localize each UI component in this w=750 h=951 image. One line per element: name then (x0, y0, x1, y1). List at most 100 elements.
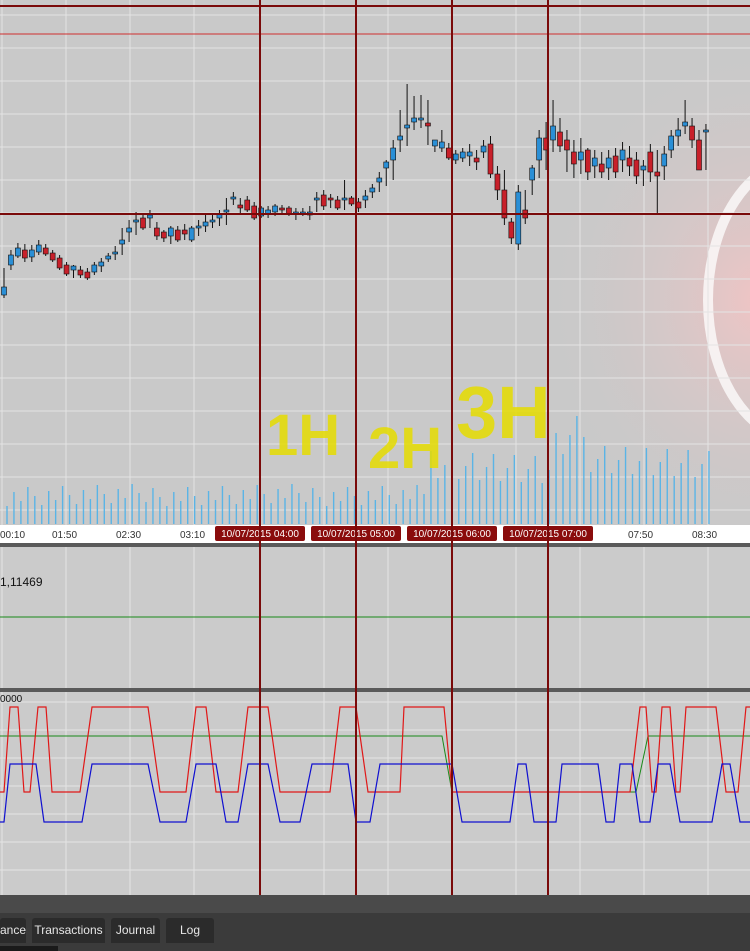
cursor-time-label: 10/07/2015 05:00 (311, 526, 401, 541)
tab-journal[interactable]: Journal (111, 918, 160, 943)
candle-body (466, 151, 473, 157)
candle-body (459, 151, 466, 159)
candle-body (223, 209, 230, 213)
candle-body (640, 165, 647, 171)
cursor-label-text: 10/07/2015 06:00 (413, 529, 491, 540)
candle-body (119, 239, 125, 245)
candle-body (571, 151, 577, 165)
time-tick-label: 02:30 (116, 530, 141, 541)
candle-body (216, 213, 223, 219)
cursor-time-label: 10/07/2015 06:00 (407, 526, 497, 541)
candle-body (112, 251, 118, 255)
price-chart-svg: 00:10 01:50 02:30 03:10 07:50 08:30 1H 2H 3H 10/0… (0, 0, 750, 560)
candle-body (543, 137, 549, 151)
tab-log[interactable]: Log (166, 918, 214, 943)
candle-body (272, 205, 278, 213)
candle-body (397, 135, 403, 141)
candle-body (334, 199, 341, 209)
candle-body (425, 122, 431, 127)
candle-body (584, 149, 591, 173)
chart-area[interactable]: 00:10 01:50 02:30 03:10 07:50 08:30 1H 2H 3H 10/0… (0, 0, 750, 895)
candle-body (619, 149, 626, 161)
candle-body (661, 153, 668, 167)
pane-separator[interactable] (0, 688, 750, 692)
cursor-time-label: 10/07/2015 07:00 (503, 526, 593, 541)
candle-body (1, 286, 7, 296)
price-chart-pane[interactable]: 00:10 01:50 02:30 03:10 07:50 08:30 1H 2H 3H 10/0… (0, 0, 750, 560)
candle-body (300, 211, 306, 215)
candle-body (494, 173, 501, 191)
candle-body (536, 137, 542, 161)
candle-body (675, 129, 681, 137)
candle-body (313, 197, 320, 201)
indicator-pane-2[interactable]: 0000 (0, 692, 750, 895)
candle-body (147, 214, 153, 219)
timeframe-annotation: 1H (266, 403, 340, 468)
candle-body (56, 257, 63, 269)
candle-body (682, 121, 688, 127)
candle-body (612, 155, 619, 173)
candle-body (605, 157, 612, 169)
candle-body (320, 194, 327, 207)
candle-body (411, 117, 417, 123)
candle-body (591, 157, 598, 167)
cursor-label-text: 10/07/2015 07:00 (509, 529, 587, 540)
candle-body (133, 219, 139, 223)
candle-body (362, 195, 369, 201)
candle-body (473, 157, 480, 163)
candle-body (15, 247, 21, 257)
candle-body (633, 159, 640, 177)
candle-body (188, 227, 195, 241)
candle-body (689, 125, 695, 141)
candle-body (209, 219, 216, 223)
indicator-1-value: 1,11469 (0, 575, 43, 589)
background-glow (540, 40, 750, 560)
candle-body (49, 252, 56, 261)
oscillator-red-line (0, 706, 750, 793)
candle-body (28, 249, 35, 258)
candle-body (22, 249, 28, 259)
candle-body (445, 147, 452, 159)
candle-body (696, 139, 702, 171)
candle-body (557, 131, 563, 147)
indicator-2-svg (0, 692, 750, 895)
candle-body (480, 145, 487, 153)
indicator-1-svg (0, 547, 750, 688)
cursor-label-text: 10/07/2015 04:00 (221, 529, 299, 540)
candle-body (63, 264, 70, 275)
candle-body (42, 247, 49, 255)
candle-body (439, 141, 445, 149)
indicator-pane-1[interactable]: 1,11469 (0, 547, 750, 688)
candles (1, 84, 709, 298)
candle-body (369, 187, 376, 193)
candle-body (98, 261, 105, 267)
tab-transactions[interactable]: Transactions (32, 918, 105, 943)
tab-balance[interactable]: ance (0, 918, 26, 943)
candle-body (348, 197, 355, 205)
candle-body (598, 163, 605, 173)
candle-body (126, 227, 132, 233)
candle-body (306, 211, 313, 216)
candle-body (181, 229, 188, 235)
candle-body (487, 143, 494, 175)
candle-body (404, 124, 410, 129)
cursor-time-label: 10/07/2015 04:00 (215, 526, 305, 541)
candle-body (376, 177, 383, 183)
candle-body (550, 125, 556, 141)
candle-body (244, 199, 251, 211)
candle-body (140, 217, 146, 229)
candle-body (341, 197, 348, 201)
candle-body (70, 265, 77, 271)
time-tick-label: 07:50 (628, 530, 653, 541)
candle-body (84, 271, 91, 279)
timeframe-annotation: 3H (456, 371, 551, 454)
candle-body (293, 211, 299, 215)
time-tick-label: 01:50 (52, 530, 77, 541)
timeframe-annotation: 2H (368, 416, 442, 481)
candle-body (383, 161, 390, 169)
candle-body (265, 209, 271, 215)
indicator-2-value: 0000 (0, 694, 23, 705)
candle-body (647, 151, 654, 173)
candle-body (105, 255, 112, 260)
pane-separator[interactable] (0, 543, 750, 547)
